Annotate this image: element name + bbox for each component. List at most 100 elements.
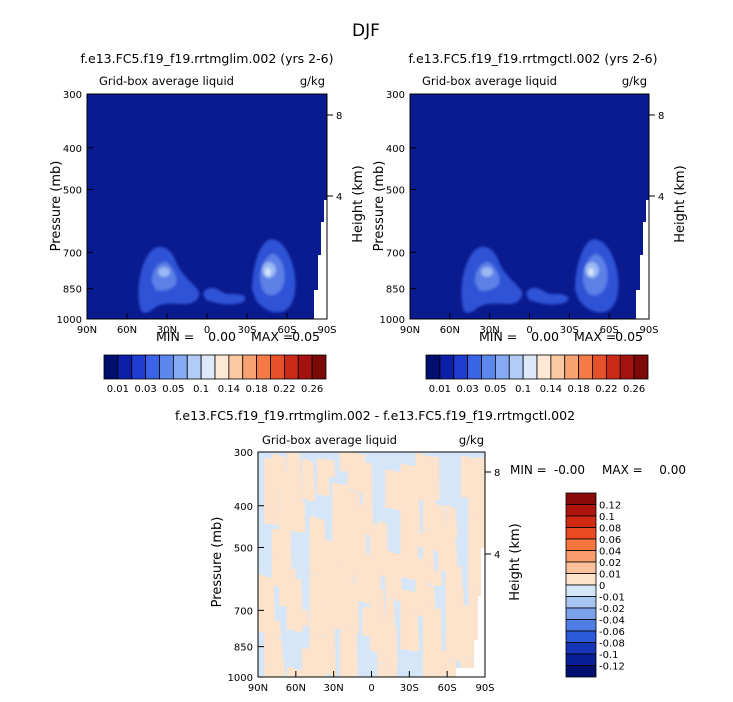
colorbar-swatch bbox=[619, 354, 635, 380]
difference-patch bbox=[445, 504, 458, 539]
chart-subtitle: Grid-box average liquid bbox=[99, 74, 234, 88]
colorbar-label: 0.14 bbox=[218, 384, 240, 395]
y-tick-right: 4 bbox=[336, 192, 342, 203]
contour-blob bbox=[203, 287, 246, 305]
colorbar-swatch bbox=[481, 354, 496, 380]
colorbar-label: 0.1 bbox=[193, 384, 209, 395]
colorbar-label: 0.04 bbox=[599, 547, 621, 558]
y-tick-right: 8 bbox=[336, 111, 342, 122]
x-tick-label: 90N bbox=[77, 325, 97, 336]
x-tick-label: 90N bbox=[248, 683, 268, 694]
difference-patch bbox=[347, 452, 368, 493]
y-axis-right-ticks bbox=[327, 114, 333, 197]
colorbar-swatch bbox=[565, 619, 597, 632]
colorbar-swatch bbox=[131, 354, 147, 380]
stats-readout: MIN = 0.00 MAX = 0.05 bbox=[479, 329, 643, 344]
x-tick-label: 90S bbox=[475, 683, 494, 694]
colorbar-label: 0.05 bbox=[162, 384, 184, 395]
colorbar-swatch bbox=[297, 354, 313, 380]
colorbar-swatch bbox=[214, 354, 230, 380]
difference-patch bbox=[422, 567, 443, 587]
x-tick-label: 60S bbox=[600, 325, 619, 336]
difference-patch bbox=[385, 469, 405, 511]
y-axis-right-label: Height (km) bbox=[351, 165, 366, 242]
colorbar-swatch bbox=[453, 354, 469, 380]
colorbar-swatch bbox=[565, 561, 597, 574]
x-tick-label: 0 bbox=[368, 683, 374, 694]
colorbar-label: 0.26 bbox=[623, 384, 645, 395]
difference-patch bbox=[362, 461, 374, 536]
y-axis-right-label: Height (km) bbox=[508, 523, 523, 600]
y-axis-right-ticks bbox=[485, 471, 491, 555]
colorbar-label: 0.18 bbox=[245, 384, 267, 395]
colorbar-swatch bbox=[439, 354, 455, 380]
difference-patch bbox=[301, 458, 316, 502]
y-tick-right: 8 bbox=[494, 468, 500, 479]
colorbar-label: 0.18 bbox=[567, 384, 589, 395]
colorbar-label: -0.06 bbox=[599, 627, 625, 638]
chart-units: g/kg bbox=[622, 74, 647, 88]
x-tick-label: 90S bbox=[317, 325, 336, 336]
colorbar-swatch bbox=[565, 607, 597, 620]
difference-patches bbox=[258, 452, 485, 677]
difference-patch bbox=[385, 551, 403, 601]
y-tick-label: 1000 bbox=[380, 315, 405, 326]
chart-subtitle: Grid-box average liquid bbox=[262, 433, 397, 447]
y-tick-label: 400 bbox=[386, 144, 405, 155]
colorbar-swatch bbox=[159, 354, 174, 380]
colorbar-swatch bbox=[565, 538, 597, 551]
colorbar-swatch bbox=[467, 354, 482, 380]
x-tick-label: 0 bbox=[204, 325, 210, 336]
colorbar-label: 0.01 bbox=[599, 570, 621, 581]
max-label: MAX = bbox=[574, 329, 616, 344]
x-tick-label: 30S bbox=[400, 683, 419, 694]
colorbar-label: 0.05 bbox=[484, 384, 506, 395]
colorbar-swatch bbox=[283, 354, 299, 380]
colorbar-swatch bbox=[200, 354, 216, 380]
difference-patch bbox=[339, 579, 360, 634]
colorbar-swatch bbox=[605, 354, 621, 380]
colorbar-swatch bbox=[565, 492, 597, 505]
x-tick-label: 60S bbox=[277, 325, 296, 336]
y-tick-label: 300 bbox=[63, 90, 82, 101]
plot-field bbox=[258, 452, 485, 677]
difference-patch bbox=[286, 500, 306, 533]
y-axis-right-ticks bbox=[649, 114, 655, 197]
colorbar: 0.120.10.080.060.040.020.010-0.01-0.02-0… bbox=[565, 492, 625, 678]
difference-patch bbox=[445, 535, 458, 568]
x-tick-label: 90N bbox=[400, 325, 420, 336]
y-tick-label: 400 bbox=[234, 502, 253, 513]
colorbar-swatch bbox=[633, 354, 649, 380]
colorbar-swatch bbox=[565, 584, 597, 597]
x-tick-label: 30N bbox=[157, 325, 177, 336]
colorbar-label: 0.12 bbox=[599, 501, 621, 512]
y-tick-label: 1000 bbox=[57, 315, 82, 326]
difference-patch bbox=[347, 490, 361, 505]
colorbar-swatch bbox=[565, 504, 597, 517]
difference-patch bbox=[354, 551, 375, 604]
plot-field bbox=[87, 94, 327, 319]
difference-patch bbox=[460, 656, 474, 668]
y-tick-right: 8 bbox=[658, 111, 664, 122]
colorbar-label: 0.22 bbox=[595, 384, 617, 395]
difference-patch bbox=[430, 613, 442, 652]
difference-patch bbox=[385, 598, 395, 631]
colorbar-label: -0.12 bbox=[599, 662, 625, 673]
max-value: 0.00 bbox=[659, 463, 686, 477]
colorbar: 0.01 0.03 0.05 0.1 0.14 0.18 0.22 0.26 bbox=[425, 354, 649, 395]
y-tick-right: 4 bbox=[658, 192, 664, 203]
colorbar-swatch bbox=[117, 354, 133, 380]
colorbar-label: 0 bbox=[599, 581, 605, 592]
colorbar-label: -0.02 bbox=[599, 604, 625, 615]
min-label: MIN = bbox=[510, 463, 547, 477]
plot-field bbox=[410, 94, 649, 319]
colorbar-label: -0.1 bbox=[599, 650, 619, 661]
difference-patch bbox=[286, 666, 304, 677]
difference-patch bbox=[271, 658, 285, 677]
x-tick-label: 60N bbox=[286, 683, 306, 694]
y-tick-label: 850 bbox=[386, 285, 405, 296]
y-axis-right-label: Height (km) bbox=[673, 165, 688, 242]
difference-patch bbox=[445, 659, 457, 677]
colorbar-swatch bbox=[425, 354, 441, 380]
max-value: 0.05 bbox=[615, 329, 643, 344]
